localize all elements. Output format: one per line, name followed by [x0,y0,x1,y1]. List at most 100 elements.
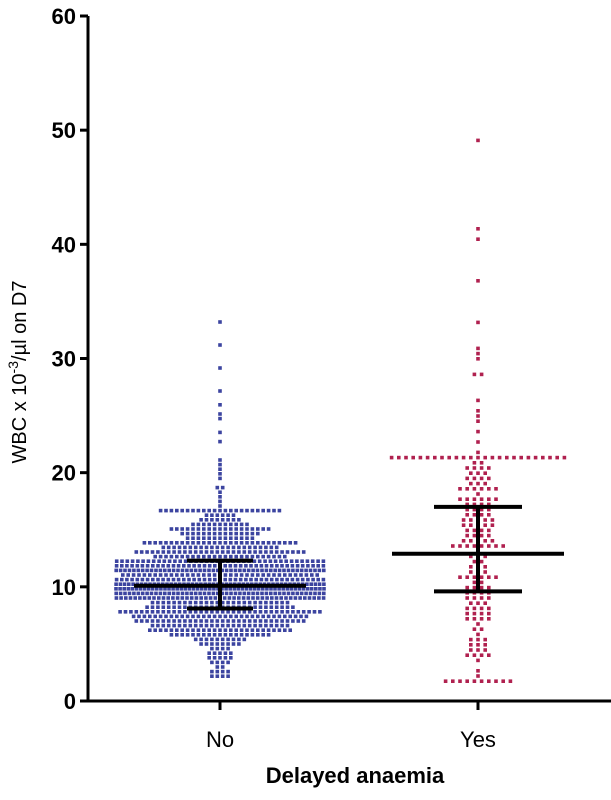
point-no [253,605,257,609]
point-no [218,412,222,416]
point-yes [487,497,491,501]
point-yes [476,455,480,460]
point-no [250,527,255,531]
point-no [134,619,139,623]
point-no [310,559,315,563]
point-yes [469,523,473,527]
point-yes [494,575,498,579]
point-no [269,600,274,605]
point-no [191,508,195,513]
point-no [220,600,225,605]
point-no [153,541,157,545]
point-no [175,633,179,637]
point-no [158,573,163,577]
point-yes [458,544,462,548]
point-no [172,550,176,554]
point-no [139,610,144,614]
point-no [255,591,260,596]
point-no [258,623,263,628]
point-no [266,541,271,545]
point-no [318,610,322,614]
point-no [215,646,220,651]
point-no [288,628,292,632]
point-no [213,564,217,568]
point-no [199,610,203,614]
point-no [239,633,244,637]
point-no [269,568,273,573]
point-no [127,582,131,586]
point-no [207,577,212,582]
y-axis-title-base: WBC x 10 [9,373,31,463]
point-yes [476,138,480,143]
point-yes [465,575,469,579]
point-yes [479,476,484,481]
point-no [218,527,222,531]
point-no [237,545,241,550]
point-no [256,633,260,637]
point-no [321,559,326,563]
point-no [207,614,211,619]
point-yes [479,596,484,600]
point-no [228,587,232,591]
point-no [237,623,241,628]
point-no [321,596,326,600]
point-no [277,508,282,513]
point-no [131,582,135,586]
point-no [161,605,166,609]
point-no [299,573,303,577]
point-no [126,587,131,591]
point-no [247,623,252,628]
point-no [220,485,225,490]
point-no [269,610,274,614]
point-no [142,587,147,591]
point-yes [411,455,415,460]
point-no [180,628,184,632]
point-no [218,656,222,660]
point-no [280,550,284,554]
point-no [171,596,175,600]
point-no [215,637,220,642]
point-no [228,564,233,568]
point-no [185,596,189,600]
point-yes [425,455,430,460]
point-no [218,541,222,545]
point-no [288,614,292,619]
point-no [166,564,171,568]
point-no [246,596,251,600]
point-yes [483,601,487,605]
point-no [311,577,315,582]
point-yes [465,476,469,481]
point-no [193,623,198,628]
point-no [218,531,222,536]
point-no [146,587,151,591]
point-no [185,554,190,559]
point-no [215,600,220,605]
point-no [207,541,211,545]
point-no [291,605,295,609]
point-yes [469,554,473,559]
point-no [308,568,313,573]
point-no [172,545,176,550]
point-no [266,508,271,513]
point-no [204,619,209,623]
point-yes [487,575,491,579]
point-no [177,623,182,628]
point-no [183,550,187,554]
point-no [315,573,319,577]
point-no [180,554,184,559]
point-no [218,366,222,370]
point-yes [433,455,437,460]
point-no [189,596,194,600]
point-yes [472,596,477,600]
point-yes [476,643,480,647]
point-no [283,541,287,545]
point-no [204,596,208,600]
point-yes [487,513,491,517]
point-no [210,619,214,623]
point-no [140,568,145,573]
point-no [239,554,244,559]
point-no [188,545,193,550]
point-no [216,568,220,573]
point-no [293,614,298,619]
point-yes [487,585,491,590]
